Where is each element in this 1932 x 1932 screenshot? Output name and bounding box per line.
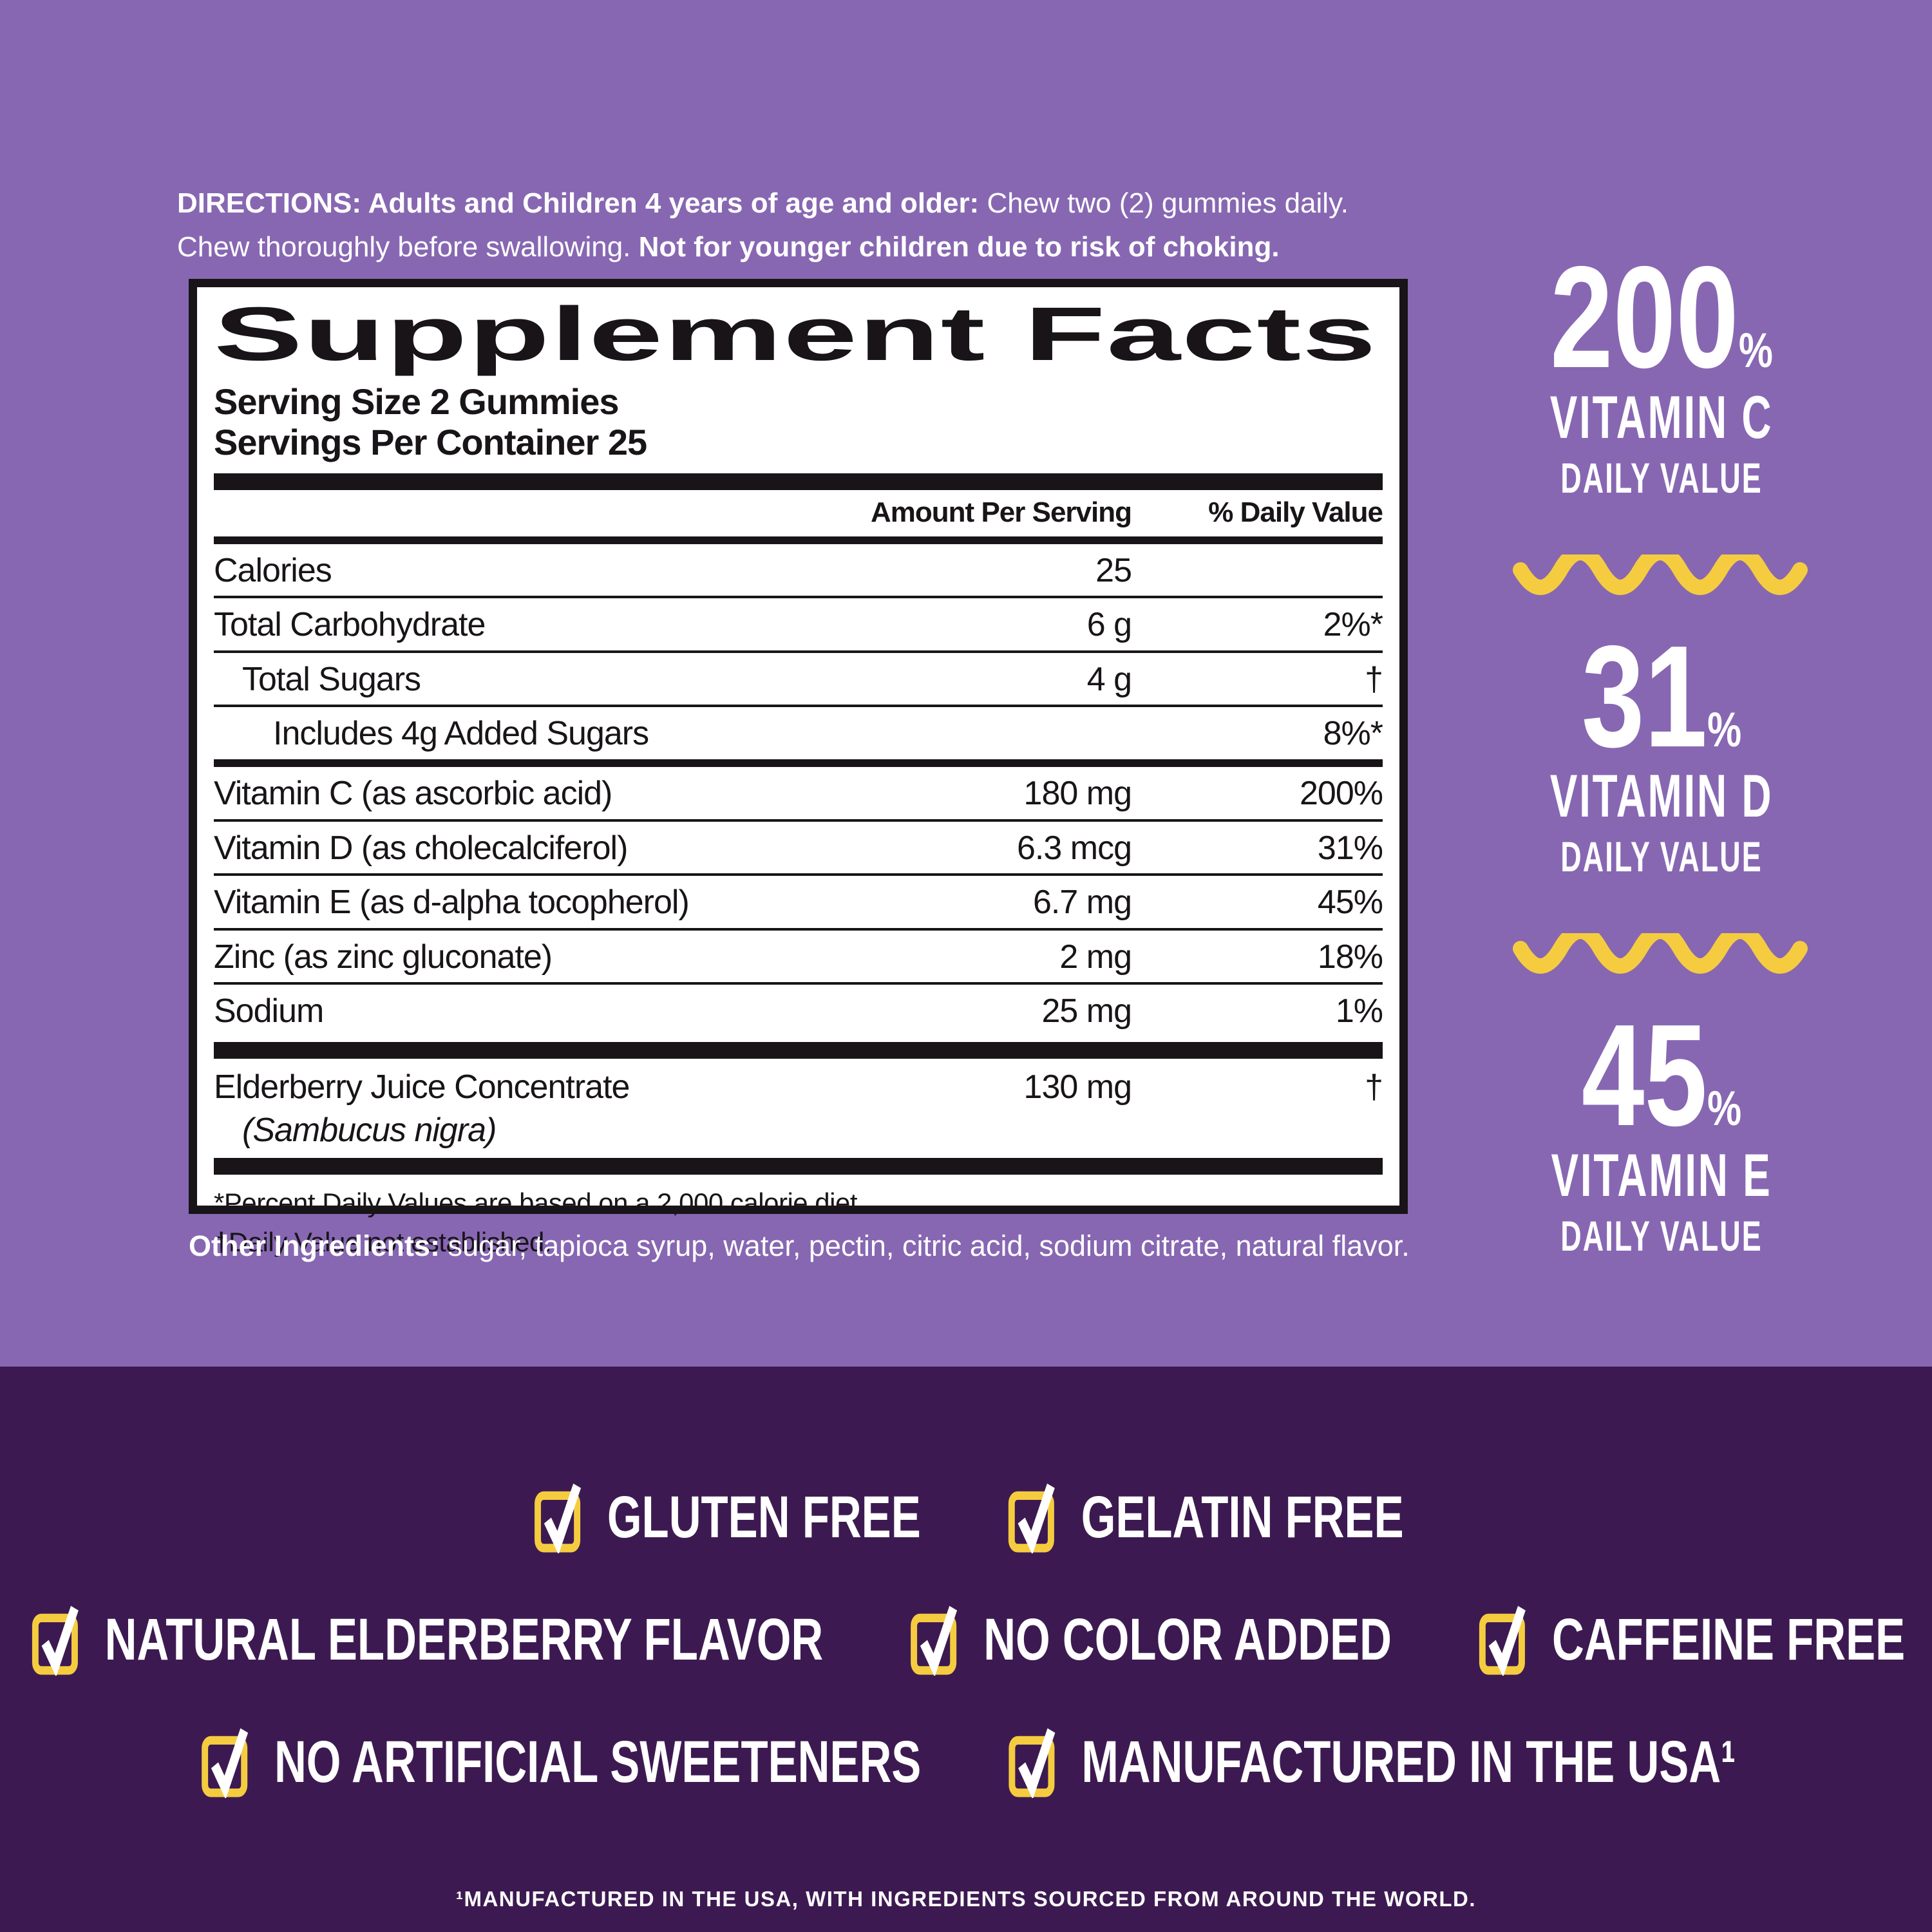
percent-sign: % (1738, 323, 1773, 378)
checkbox-check-icon (202, 1728, 249, 1798)
footnote-dagger: †Daily Value not established. (214, 1227, 552, 1258)
percent-sign: % (1707, 702, 1742, 757)
claim-caffeine-free: CAFFEINE FREE (1474, 1604, 1906, 1676)
column-header-dv: % Daily Value (1208, 496, 1383, 528)
botanical-row: Elderberry Juice Concentrate (Sambucus n… (214, 1068, 1383, 1150)
other-ingredients: Other Ingredients: sugar, tapioca syrup,… (189, 1227, 1509, 1265)
checkbox-check-icon (1479, 1605, 1526, 1676)
other-ingredients-list: sugar, tapioca syrup, water, pectin, cit… (440, 1229, 1410, 1262)
choking-warning: Not for younger children due to risk of … (638, 231, 1280, 263)
claims-row-2: NATURAL ELDERBERRY FLAVOR NO COLOR ADDED… (26, 1604, 1906, 1676)
usa-footnote: ¹MANUFACTURED IN THE USA, WITH INGREDIEN… (455, 1887, 1477, 1911)
label-footnotes: *Percent Daily Values are based on a 2,0… (214, 1184, 1383, 1262)
checkbox-check-icon (911, 1605, 958, 1676)
footnote-percent-dv: *Percent Daily Values are based on a 2,0… (214, 1188, 865, 1218)
vitamin-c-percent: 200 (1550, 236, 1739, 398)
vitamin-d-name: VITAMIN D (1549, 762, 1774, 829)
claim-no-color-added: NO COLOR ADDED (905, 1604, 1392, 1676)
claim-no-artificial-sweeteners: NO ARTIFICIAL SWEETENERS (196, 1726, 922, 1798)
table-row: Includes 4g Added Sugars 8%* (214, 705, 1383, 759)
claim-gluten-free: GLUTEN FREE (529, 1481, 920, 1553)
vitamin-c-name: VITAMIN C (1549, 383, 1774, 451)
highlight-vitamin-c: 200% VITAMIN C DAILY VALUE (1430, 245, 1893, 502)
directions-line-1: DIRECTIONS: Adults and Children 4 years … (177, 187, 1349, 219)
botanical-name: Elderberry Juice Concentrate (214, 1068, 630, 1106)
claim-gelatin-free: GELATIN FREE (1003, 1481, 1403, 1553)
claims-row-1: GLUTEN FREE GELATIN FREE (529, 1481, 1403, 1553)
checkbox-check-icon (1009, 1728, 1056, 1798)
squiggle-divider-icon (1513, 554, 1808, 595)
checkbox-check-icon (1008, 1483, 1055, 1553)
claims-row-3: NO ARTIFICIAL SWEETENERS MANUFACTURED IN… (196, 1726, 1736, 1798)
table-row: Total Carbohydrate 6 g 2%* (214, 596, 1383, 650)
servings-per-container: Servings Per Container 25 (214, 422, 647, 463)
claim-manufactured-usa: MANUFACTURED IN THE USA¹ (1003, 1726, 1736, 1798)
table-row: Sodium 25 mg 1% (214, 982, 1383, 1037)
squiggle-divider-icon (1513, 933, 1808, 974)
vitamin-e-name: VITAMIN E (1551, 1141, 1772, 1209)
vitamin-d-percent: 31 (1581, 614, 1708, 777)
supplement-facts-title: Supplement Facts (214, 292, 1378, 377)
directions-line-2: Chew thoroughly before swallowing. Not f… (177, 231, 1280, 263)
vitamin-d-caption: DAILY VALUE (1560, 833, 1763, 880)
supplement-facts-panel: Supplement Facts Serving Size 2 Gummies … (189, 279, 1408, 1257)
claims-rows: GLUTEN FREE GELATIN FREE NATURAL (0, 1481, 1932, 1798)
directions-heading: DIRECTIONS: Adults and Children 4 years … (177, 187, 980, 219)
other-ingredients-label: Other Ingredients: (189, 1229, 440, 1262)
table-row: Total Sugars 4 g † (214, 650, 1383, 705)
claim-natural-elderberry-flavor: NATURAL ELDERBERRY FLAVOR (26, 1604, 824, 1676)
table-row: Vitamin D (as cholecalciferol) 6.3 mcg 3… (214, 819, 1383, 874)
divider-thick (214, 1041, 1383, 1059)
divider-thick (214, 473, 1383, 490)
highlight-vitamin-d: 31% VITAMIN D DAILY VALUE (1430, 623, 1893, 880)
table-header: Amount Per Serving % Daily Value (214, 490, 1383, 536)
vitamin-e-caption: DAILY VALUE (1560, 1211, 1763, 1260)
table-row: Zinc (as zinc gluconate) 2 mg 18% (214, 927, 1383, 983)
table-row: Vitamin E (as d-alpha tocopherol) 6.7 mg… (214, 873, 1383, 928)
claims-section: GLUTEN FREE GELATIN FREE NATURAL (0, 1367, 1932, 1932)
table-row: Vitamin C (as ascorbic acid) 180 mg 200% (214, 759, 1383, 819)
checkbox-check-icon (534, 1483, 581, 1553)
column-header-amount: Amount Per Serving (871, 496, 1132, 528)
divider-thick (214, 1158, 1383, 1175)
directions-text: DIRECTIONS: Adults and Children 4 years … (177, 182, 1465, 269)
percent-sign: % (1707, 1081, 1742, 1136)
serving-size: Serving Size 2 Gummies (214, 381, 619, 422)
highlight-vitamin-e: 45% VITAMIN E DAILY VALUE (1430, 1003, 1893, 1260)
botanical-latin-name: (Sambucus nigra) (242, 1112, 497, 1150)
vitamin-e-percent: 45 (1581, 994, 1708, 1156)
vitamin-highlights: 200% VITAMIN C DAILY VALUE 31% VITAMIN D… (1430, 245, 1893, 1260)
table-row: Calories 25 (214, 551, 1132, 589)
serving-info: Serving Size 2 Gummies Servings Per Cont… (214, 381, 1383, 463)
vitamin-c-caption: DAILY VALUE (1560, 453, 1763, 502)
checkbox-check-icon (32, 1605, 79, 1676)
divider-medium (214, 536, 1383, 544)
